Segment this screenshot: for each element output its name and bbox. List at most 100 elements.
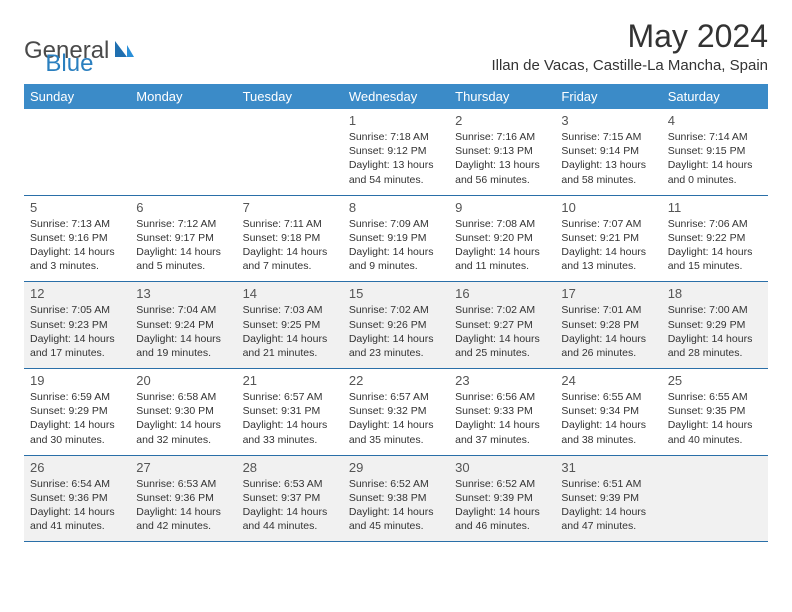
sunrise-line: Sunrise: 7:18 AM bbox=[349, 130, 443, 144]
calendar-week-row: 19Sunrise: 6:59 AMSunset: 9:29 PMDayligh… bbox=[24, 369, 768, 456]
calendar-week-row: 26Sunrise: 6:54 AMSunset: 9:36 PMDayligh… bbox=[24, 455, 768, 542]
day-number: 7 bbox=[243, 200, 337, 215]
day-number: 21 bbox=[243, 373, 337, 388]
day-number: 28 bbox=[243, 460, 337, 475]
day-number: 20 bbox=[136, 373, 230, 388]
daylight-line: Daylight: 14 hours and 5 minutes. bbox=[136, 245, 230, 273]
day-header: Wednesday bbox=[343, 84, 449, 109]
daylight-line: Daylight: 14 hours and 21 minutes. bbox=[243, 332, 337, 360]
calendar-cell: 25Sunrise: 6:55 AMSunset: 9:35 PMDayligh… bbox=[662, 369, 768, 456]
calendar-cell: 23Sunrise: 6:56 AMSunset: 9:33 PMDayligh… bbox=[449, 369, 555, 456]
daylight-line: Daylight: 14 hours and 9 minutes. bbox=[349, 245, 443, 273]
day-number: 29 bbox=[349, 460, 443, 475]
sunrise-line: Sunrise: 7:12 AM bbox=[136, 217, 230, 231]
calendar-cell: 4Sunrise: 7:14 AMSunset: 9:15 PMDaylight… bbox=[662, 109, 768, 195]
calendar-cell bbox=[130, 109, 236, 195]
sunrise-line: Sunrise: 7:14 AM bbox=[668, 130, 762, 144]
calendar-cell: 28 Sunrise: 6:53 AMSunset: 9:37 PMDayligh… bbox=[237, 455, 343, 542]
day-number: 30 bbox=[455, 460, 549, 475]
logo: General Blue bbox=[24, 24, 93, 78]
sunrise-line: Sunrise: 6:53 AM bbox=[243, 477, 337, 491]
sunset-line: Sunset: 9:16 PM bbox=[30, 231, 124, 245]
sunset-line: Sunset: 9:14 PM bbox=[561, 144, 655, 158]
day-number: 9 bbox=[455, 200, 549, 215]
sunrise-line: Sunrise: 7:01 AM bbox=[561, 303, 655, 317]
sunset-line: Sunset: 9:22 PM bbox=[668, 231, 762, 245]
day-number: 26 bbox=[30, 460, 124, 475]
day-number: 22 bbox=[349, 373, 443, 388]
title-block: May 2024 Illan de Vacas, Castille-La Man… bbox=[491, 18, 768, 74]
calendar-cell: 9Sunrise: 7:08 AMSunset: 9:20 PMDaylight… bbox=[449, 195, 555, 282]
sunset-line: Sunset: 9:20 PM bbox=[455, 231, 549, 245]
calendar-cell: 27Sunrise: 6:53 AMSunset: 9:36 PMDayligh… bbox=[130, 455, 236, 542]
sunrise-line: Sunrise: 7:06 AM bbox=[668, 217, 762, 231]
day-number: 14 bbox=[243, 286, 337, 301]
sunrise-line: Sunrise: 7:00 AM bbox=[668, 303, 762, 317]
sunrise-line: Sunrise: 6:55 AM bbox=[561, 390, 655, 404]
daylight-line: Daylight: 13 hours and 56 minutes. bbox=[455, 158, 549, 186]
sunrise-line: Sunrise: 7:13 AM bbox=[30, 217, 124, 231]
calendar-cell: 15Sunrise: 7:02 AMSunset: 9:26 PMDayligh… bbox=[343, 282, 449, 369]
daylight-line: Daylight: 14 hours and 30 minutes. bbox=[30, 418, 124, 446]
header: General Blue May 2024 Illan de Vacas, Ca… bbox=[24, 18, 768, 78]
daylight-line: Daylight: 13 hours and 54 minutes. bbox=[349, 158, 443, 186]
calendar-cell: 1 Sunrise: 7:18 AMSunset: 9:12 PMDaylight… bbox=[343, 109, 449, 195]
calendar-cell: 18Sunrise: 7:00 AMSunset: 9:29 PMDayligh… bbox=[662, 282, 768, 369]
calendar-cell: 11Sunrise: 7:06 AMSunset: 9:22 PMDayligh… bbox=[662, 195, 768, 282]
sunrise-line: Sunrise: 7:02 AM bbox=[349, 303, 443, 317]
calendar-week-row: 12Sunrise: 7:05 AMSunset: 9:23 PMDayligh… bbox=[24, 282, 768, 369]
calendar-body: 1Sunrise: 7:18 AMSunset: 9:12 PMDaylight… bbox=[24, 109, 768, 542]
daylight-line: Daylight: 14 hours and 28 minutes. bbox=[668, 332, 762, 360]
daylight-line: Daylight: 14 hours and 23 minutes. bbox=[349, 332, 443, 360]
day-number: 5 bbox=[30, 200, 124, 215]
calendar-table: Sunday Monday Tuesday Wednesday Thursday… bbox=[24, 84, 768, 542]
daylight-line: Daylight: 14 hours and 26 minutes. bbox=[561, 332, 655, 360]
daylight-line: Daylight: 13 hours and 58 minutes. bbox=[561, 158, 655, 186]
sunrise-line: Sunrise: 6:54 AM bbox=[30, 477, 124, 491]
sunset-line: Sunset: 9:39 PM bbox=[455, 491, 549, 505]
sunset-line: Sunset: 9:30 PM bbox=[136, 404, 230, 418]
sunset-line: Sunset: 9:12 PM bbox=[349, 144, 443, 158]
page: General Blue May 2024 Illan de Vacas, Ca… bbox=[0, 0, 792, 560]
daylight-line: Daylight: 14 hours and 38 minutes. bbox=[561, 418, 655, 446]
sunrise-line: Sunrise: 7:16 AM bbox=[455, 130, 549, 144]
calendar-cell: 21Sunrise: 6:57 AMSunset: 9:31 PMDayligh… bbox=[237, 369, 343, 456]
sunset-line: Sunset: 9:24 PM bbox=[136, 318, 230, 332]
day-number: 15 bbox=[349, 286, 443, 301]
daylight-line: Daylight: 14 hours and 40 minutes. bbox=[668, 418, 762, 446]
calendar-cell bbox=[24, 109, 130, 195]
sunset-line: Sunset: 9:28 PM bbox=[561, 318, 655, 332]
sunset-line: Sunset: 9:37 PM bbox=[243, 491, 337, 505]
calendar-cell: 22Sunrise: 6:57 AMSunset: 9:32 PMDayligh… bbox=[343, 369, 449, 456]
calendar-cell: 8 Sunrise: 7:09 AMSunset: 9:19 PMDaylight… bbox=[343, 195, 449, 282]
daylight-line: Daylight: 14 hours and 46 minutes. bbox=[455, 505, 549, 533]
daylight-line: Daylight: 14 hours and 3 minutes. bbox=[30, 245, 124, 273]
daylight-line: Daylight: 14 hours and 19 minutes. bbox=[136, 332, 230, 360]
sunrise-line: Sunrise: 7:04 AM bbox=[136, 303, 230, 317]
day-number: 19 bbox=[30, 373, 124, 388]
day-number: 27 bbox=[136, 460, 230, 475]
sunset-line: Sunset: 9:19 PM bbox=[349, 231, 443, 245]
logo-text-blue: Blue bbox=[45, 50, 93, 78]
daylight-line: Daylight: 14 hours and 41 minutes. bbox=[30, 505, 124, 533]
calendar-cell: 3Sunrise: 7:15 AMSunset: 9:14 PMDaylight… bbox=[555, 109, 661, 195]
logo-sail-icon bbox=[113, 39, 135, 64]
daylight-line: Daylight: 14 hours and 17 minutes. bbox=[30, 332, 124, 360]
daylight-line: Daylight: 14 hours and 42 minutes. bbox=[136, 505, 230, 533]
calendar-cell: 17Sunrise: 7:01 AMSunset: 9:28 PMDayligh… bbox=[555, 282, 661, 369]
daylight-line: Daylight: 14 hours and 35 minutes. bbox=[349, 418, 443, 446]
day-number: 1 bbox=[349, 113, 443, 128]
day-number: 10 bbox=[561, 200, 655, 215]
calendar-cell: 13Sunrise: 7:04 AMSunset: 9:24 PMDayligh… bbox=[130, 282, 236, 369]
sunset-line: Sunset: 9:34 PM bbox=[561, 404, 655, 418]
sunset-line: Sunset: 9:39 PM bbox=[561, 491, 655, 505]
sunrise-line: Sunrise: 7:09 AM bbox=[349, 217, 443, 231]
calendar-week-row: 1Sunrise: 7:18 AMSunset: 9:12 PMDaylight… bbox=[24, 109, 768, 195]
location-text: Illan de Vacas, Castille-La Mancha, Spai… bbox=[491, 57, 768, 74]
calendar-cell: 26Sunrise: 6:54 AMSunset: 9:36 PMDayligh… bbox=[24, 455, 130, 542]
daylight-line: Daylight: 14 hours and 44 minutes. bbox=[243, 505, 337, 533]
daylight-line: Daylight: 14 hours and 0 minutes. bbox=[668, 158, 762, 186]
day-number: 8 bbox=[349, 200, 443, 215]
sunrise-line: Sunrise: 6:58 AM bbox=[136, 390, 230, 404]
daylight-line: Daylight: 14 hours and 25 minutes. bbox=[455, 332, 549, 360]
